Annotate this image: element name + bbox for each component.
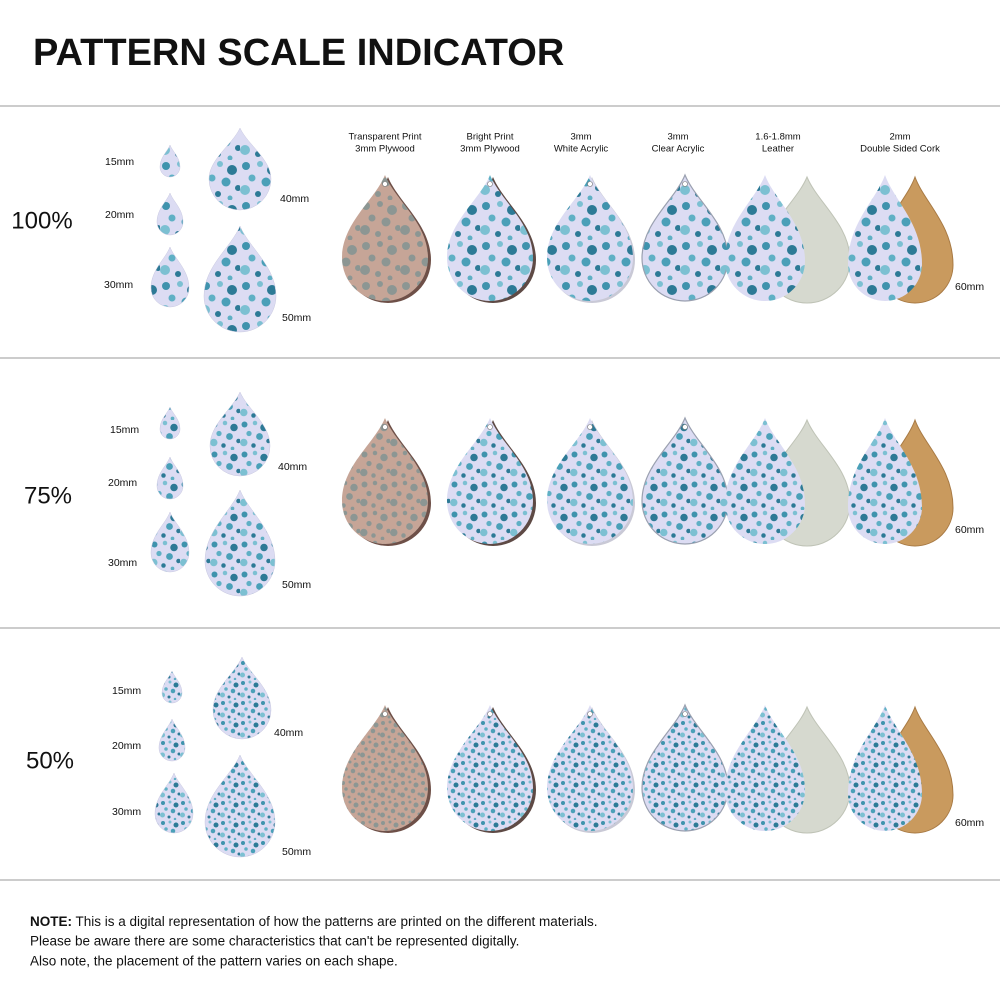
size-sample (161, 670, 183, 704)
size-label: 50mm (282, 312, 311, 324)
print (342, 175, 428, 301)
note-text: This is a digital representation of how … (76, 914, 598, 929)
material-label: Double Sided Cork (860, 144, 940, 155)
size-label: 50mm (282, 846, 311, 858)
size-sample (156, 192, 184, 236)
size-sample (204, 754, 276, 858)
material-label: Bright Print (467, 132, 514, 143)
size-sample (209, 391, 271, 477)
size-label: 20mm (105, 209, 134, 221)
note-text: Also note, the placement of the pattern … (30, 954, 398, 969)
hole (382, 424, 388, 430)
print (547, 705, 633, 831)
scale-label: 50% (26, 747, 74, 774)
print (547, 175, 633, 301)
size-sample (158, 718, 186, 762)
size-label: 40mm (280, 193, 309, 205)
size-label: 60mm (955, 281, 984, 293)
size-label: 20mm (108, 477, 137, 489)
print (342, 705, 428, 831)
note-line: NOTE: This is a digital representation o… (30, 914, 598, 929)
material-label: Leather (762, 144, 794, 155)
size-sample (203, 225, 277, 333)
size-label: 15mm (112, 685, 141, 697)
hole (382, 711, 388, 717)
size-sample (156, 456, 184, 500)
print (848, 418, 922, 544)
hole (382, 181, 388, 187)
material-label: 3mm Plywood (355, 144, 415, 155)
hole (587, 711, 593, 717)
hole (682, 181, 688, 187)
print (725, 418, 805, 544)
hole (682, 711, 688, 717)
size-label: 20mm (112, 740, 141, 752)
hole (487, 181, 493, 187)
scale-label: 75% (24, 482, 72, 509)
size-label: 50mm (282, 579, 311, 591)
size-label: 15mm (110, 424, 139, 436)
material-label: Clear Acrylic (652, 144, 705, 155)
page-title: PATTERN SCALE INDICATOR (33, 32, 564, 74)
size-sample (150, 246, 190, 308)
print (641, 416, 729, 545)
hole (487, 424, 493, 430)
print (641, 703, 729, 832)
size-sample (159, 406, 181, 440)
size-label: 30mm (112, 806, 141, 818)
material-label: White Acrylic (554, 144, 609, 155)
print (848, 705, 922, 831)
print (848, 175, 922, 301)
material-label: 3mm (667, 132, 688, 143)
size-sample (154, 772, 194, 834)
size-label: 40mm (278, 461, 307, 473)
size-sample (212, 656, 272, 740)
print (725, 175, 805, 301)
hole (587, 424, 593, 430)
material-label: 1.6-1.8mm (755, 132, 800, 143)
size-label: 60mm (955, 524, 984, 536)
note-text: Please be aware there are some character… (30, 934, 519, 949)
size-label: 15mm (105, 156, 134, 168)
print (342, 418, 428, 544)
print (447, 705, 533, 831)
material-label: 3mm (570, 132, 591, 143)
print (447, 418, 533, 544)
size-label: 60mm (955, 817, 984, 829)
print (641, 173, 729, 302)
print (447, 175, 533, 301)
hole (487, 711, 493, 717)
material-label: Transparent Print (348, 132, 421, 143)
scale-label: 100% (11, 207, 72, 234)
print (547, 418, 633, 544)
hole (587, 181, 593, 187)
size-sample (208, 127, 272, 211)
print (725, 705, 805, 831)
size-label: 30mm (104, 279, 133, 291)
hole (682, 424, 688, 430)
note-label: NOTE: (30, 914, 72, 929)
size-label: 30mm (108, 557, 137, 569)
size-label: 40mm (274, 727, 303, 739)
size-sample (204, 489, 276, 597)
material-label: 3mm Plywood (460, 144, 520, 155)
size-sample (150, 511, 190, 573)
size-sample (159, 144, 181, 178)
material-label: 2mm (889, 132, 910, 143)
